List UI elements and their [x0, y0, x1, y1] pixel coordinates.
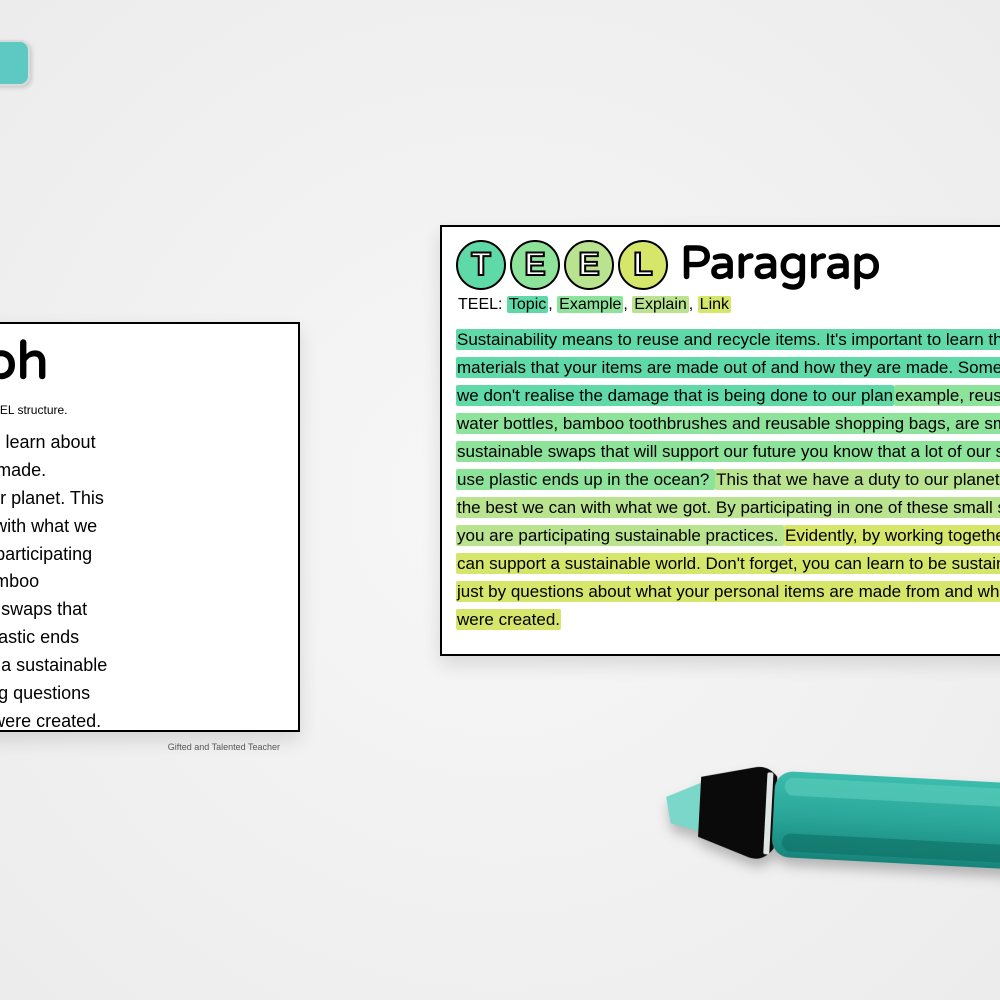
left-instruction: ext below to indicate each part of the T…	[0, 403, 280, 417]
right-body-text: Sustainability means to reuse and recycl…	[456, 326, 1000, 635]
right-footer: Gifted and	[456, 639, 1000, 648]
legend-example: Example	[557, 296, 623, 313]
worksheet-card-right: TEEL Paragrap TEEL: Topic, Example, Expl…	[440, 225, 1000, 656]
highlighter-icon	[662, 757, 1000, 889]
teel-circles-row: TEEL	[456, 240, 668, 290]
legend-link: Link	[698, 296, 731, 313]
left-footer: Gifted and Talented Teacher	[0, 742, 280, 752]
worksheet-card-left-inner: Paragraph ext below to indicate each par…	[0, 322, 300, 732]
left-title: Paragraph	[0, 330, 280, 393]
teel-legend: TEEL: Topic, Example, Explain, Link	[458, 296, 1000, 314]
worksheet-card-left: Paragraph ext below to indicate each par…	[0, 322, 300, 732]
worksheet-card-right-inner: TEEL Paragrap TEEL: Topic, Example, Expl…	[440, 225, 1000, 656]
teel-circle-t: T	[456, 240, 506, 290]
left-body-text: ycle items. It's important to learn abou…	[0, 429, 280, 736]
legend-topic: Topic	[507, 296, 548, 313]
teel-circle-l: L	[618, 240, 668, 290]
teel-circle-e: E	[564, 240, 614, 290]
legend-explain: Explain	[632, 296, 688, 313]
right-title: Paragrap	[680, 237, 881, 292]
teel-circle-e: E	[510, 240, 560, 290]
corner-tab	[0, 40, 30, 86]
teel-header: TEEL Paragrap	[456, 237, 1000, 292]
